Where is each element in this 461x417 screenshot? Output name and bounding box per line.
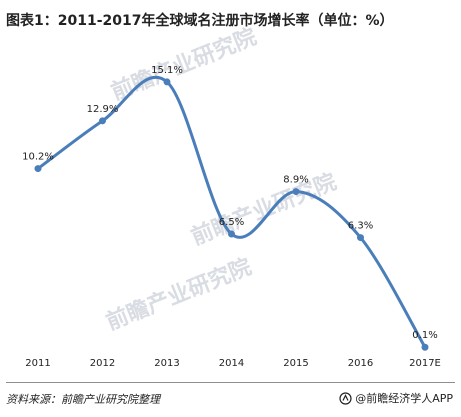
data-point-marker [228,230,235,238]
x-tick-label: 2014 [219,358,244,369]
data-label: 10.2% [22,152,54,163]
line-chart: 前瞻产业研究院 前瞻产业研究院 前瞻产业研究院 10.2%12.9%15.1%6… [22,24,441,369]
data-label: 15.1% [151,65,183,76]
data-label: 12.9% [87,104,119,115]
data-point-marker [421,343,429,351]
data-point-marker [292,188,300,196]
footer: 资料来源：前瞻产业研究院整理 @前瞻经济学人APP [0,382,461,417]
brand-text: @前瞻经济学人APP [355,392,453,405]
x-axis-tick-labels: 2011 2012 2013 2014 2015 2016 2017E [25,358,441,369]
source-note: 资料来源：前瞻产业研究院整理 [6,393,160,406]
data-label-group: 10.2% 12.9% 15.1% 6.5% 8.9% 6.3% 0.1% [22,65,438,341]
watermark-text: 前瞻产业研究院 [188,169,341,251]
marker-group [34,78,429,351]
data-label: 0.1% [412,330,437,341]
footer-divider [6,382,455,383]
chart-title: 图表1：2011-2017年全球域名注册市场增长率（单位：%） [6,13,394,29]
watermark-text: 前瞻产业研究院 [103,254,256,336]
brand-logo-icon [339,391,352,405]
data-point-marker [357,234,364,242]
x-tick-label: 2016 [348,358,373,369]
x-tick-label: 2017E [409,358,441,369]
data-point-marker [163,78,171,86]
x-tick-label: 2012 [90,358,115,369]
data-label: 8.9% [283,175,308,186]
x-tick-label: 2011 [25,358,50,369]
brand-credit: @前瞻经济学人APP [339,390,453,406]
data-label: 6.3% [348,221,373,232]
x-tick-label: 2015 [283,358,308,369]
data-label: 6.5% [219,217,244,228]
data-point-marker [34,165,42,173]
data-point-marker [99,117,106,125]
x-tick-label: 2013 [154,358,179,369]
